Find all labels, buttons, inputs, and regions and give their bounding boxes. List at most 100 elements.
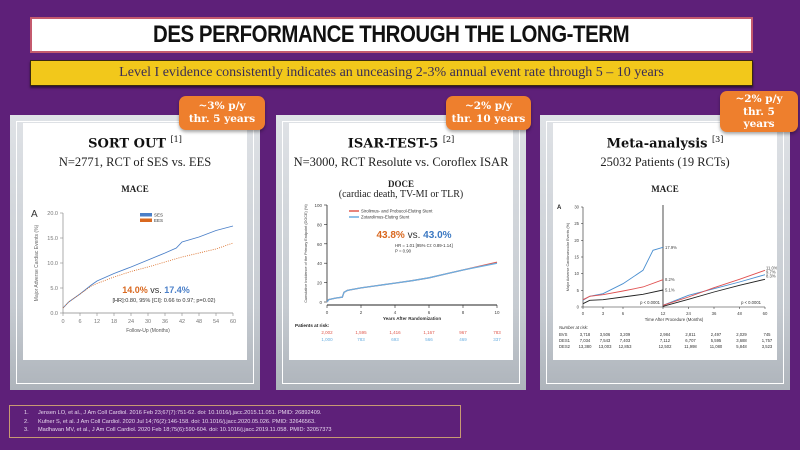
endpoint-detail: (cardiac death, TV-MI or TLR) (338, 189, 464, 201)
badge-line: ~3% p/y (198, 100, 246, 112)
end-label: 8.2% (665, 277, 675, 282)
y-tick-label: 20.0 (47, 211, 58, 217)
panel-subtitle: N=2771, RCT of SES vs. EES (58, 155, 212, 170)
legend-label: Zotarolimus-Eluting Stent (361, 215, 410, 220)
at-risk-value: 1,595 (355, 330, 367, 335)
end-label: 5.1% (665, 288, 675, 293)
at-risk-value: 783 (493, 330, 501, 335)
legend-swatch (140, 218, 152, 222)
y-tick-label: 5.0 (50, 286, 58, 292)
endpoint-label: DOCE (387, 179, 414, 190)
endpoint-label: MACE (121, 184, 149, 195)
panel-title-text: ISAR-TEST-5 (347, 136, 439, 152)
at-risk-value: 3,718 (580, 332, 591, 337)
end-label: 9.7% (766, 270, 776, 275)
at-risk-value: 13,003 (599, 344, 612, 349)
series-line-ees (62, 242, 234, 309)
key-message-text: Level I evidence consistently indicates … (119, 65, 664, 80)
reference-text: Jensen LO, et al., J Am Coll Cardiol. 20… (38, 410, 322, 416)
reference-number: 1. (24, 410, 29, 416)
key-message-banner: Level I evidence consistently indicates … (30, 60, 753, 86)
result-annotation: 43.8% vs. 43.0% (376, 230, 451, 241)
series-line-bvs-late (662, 274, 766, 306)
isar-test-5-chart: 0 20 40 60 80 100 0 2 4 6 8 10 Years After Randomiza… (295, 203, 501, 342)
y-tick-label: 25 (574, 221, 579, 226)
badge-line: thr. 10 years (451, 113, 526, 125)
at-risk-group: DES1 (559, 338, 571, 343)
end-label: 11.0% (766, 265, 777, 270)
y-tick-label: 100 (314, 203, 322, 208)
at-risk-value: 3,209 (620, 332, 631, 337)
ses-result: 17.4% (164, 285, 190, 295)
at-risk-value: 7,112 (660, 338, 671, 343)
panel-card: ISAR-TEST-5 [2] N=3000, RCT Resolute vs.… (289, 123, 513, 360)
end-label: 17.9% (665, 245, 677, 250)
end-label: 8.3% (766, 274, 776, 279)
at-risk-value: 11,998 (684, 344, 697, 349)
x-tick-label: 3 (602, 311, 605, 316)
x-axis-label: Follow-Up (Months) (126, 328, 170, 334)
x-tick-label: 24 (686, 311, 691, 316)
at-risk-value: 12,502 (659, 344, 672, 349)
y-tick-label: 10.0 (47, 261, 58, 267)
at-risk-value: 745 (764, 332, 772, 337)
series-line-des2-late (662, 278, 766, 307)
x-tick-label: 36 (162, 319, 168, 325)
series-line-des2-early (582, 289, 664, 305)
reference-number: 3. (24, 427, 29, 433)
at-risk-value: 1,416 (389, 330, 401, 335)
x-tick-label: 36 (712, 311, 717, 316)
references-box: 1. Jensen LO, et al., J Am Coll Cardiol. … (9, 405, 461, 438)
badge-line: ~2% p/y (464, 100, 512, 112)
at-risk-value: 693 (391, 337, 399, 342)
badge-line: thr. 5 (743, 105, 775, 118)
x-tick-label: 8 (462, 310, 465, 315)
panel-card: Meta-analysis [3] 25032 Patients (19 RCT… (553, 123, 777, 360)
at-risk-value: 2,811 (685, 332, 696, 337)
legend-label: Sirolimus- and Probucol-Eluting Stent (361, 209, 433, 214)
at-risk-value: 2,002 (321, 330, 333, 335)
panel-frame (546, 121, 784, 384)
series-line-des1-early (582, 279, 664, 301)
y-tick-label: 5 (577, 288, 580, 293)
at-risk-value: 337 (493, 337, 501, 342)
x-tick-label: 6 (622, 311, 625, 316)
endpoint-label: MACE (651, 184, 679, 195)
hr-stats: [HR]:0.80, 95% [CI]: 0.66 to 0.97; p=0.0… (112, 298, 215, 304)
y-axis-label: Cumulative Incidence of the Primary Endp… (304, 203, 308, 302)
badge-line: years (743, 118, 775, 130)
panel-ref: [3] (712, 135, 724, 144)
at-risk-value: 1,167 (423, 330, 435, 335)
x-tick-label: 48 (737, 311, 742, 316)
x-tick-label: 4 (394, 310, 397, 315)
hr-stats: P = 0.90 (395, 249, 412, 254)
x-tick-label: 54 (213, 319, 219, 325)
spes-result: 43.8% (376, 230, 404, 241)
at-risk-group: DES2 (559, 344, 571, 349)
reference-item: 2. Kufner S, et al. J Am Coll Cardiol. 20… (24, 418, 460, 427)
y-tick-label: 0 (319, 300, 322, 305)
panel-title-text: Meta-analysis (606, 136, 708, 152)
slide-title: DES PERFORMANCE THROUGH THE LONG-TERM (153, 21, 630, 48)
panel-title: Meta-analysis [3] (553, 135, 777, 151)
x-axis-label: Time After Procedure (Months) (645, 317, 704, 322)
panel-letter: A (31, 209, 38, 220)
panel-isar-test-5: ISAR-TEST-5 [2] N=3000, RCT Resolute vs.… (276, 115, 526, 390)
reference-item: 3. Madhavan MV, et al., J Am Coll Cardiol… (24, 426, 460, 435)
zes-result: 43.0% (423, 230, 451, 241)
panel-meta-analysis: Meta-analysis [3] 25032 Patients (19 RCT… (540, 115, 790, 390)
x-axis-label: Years After Randomization (383, 316, 441, 321)
series-line-ses (62, 225, 234, 309)
y-axis-label: Major Adverse Cardiovascular Events (%) (566, 223, 570, 291)
at-risk-value: 5,848 (736, 344, 747, 349)
panel-title: SORT OUT [1] (23, 135, 247, 151)
series-line (326, 262, 498, 303)
rate-badge-isar: ~2% p/y thr. 10 years (446, 96, 531, 130)
x-tick-label: 6 (78, 319, 81, 325)
y-tick-label: 40 (317, 261, 323, 266)
reference-text: Madhavan MV, et al., J Am Coll Cardiol. … (38, 427, 332, 433)
slide-title-box: DES PERFORMANCE THROUGH THE LONG-TERM (30, 17, 753, 53)
panel-subtitle: N=3000, RCT Resolute vs. Coroflex ISAR (293, 155, 509, 170)
p-value: p < 0.0001 (640, 300, 661, 305)
